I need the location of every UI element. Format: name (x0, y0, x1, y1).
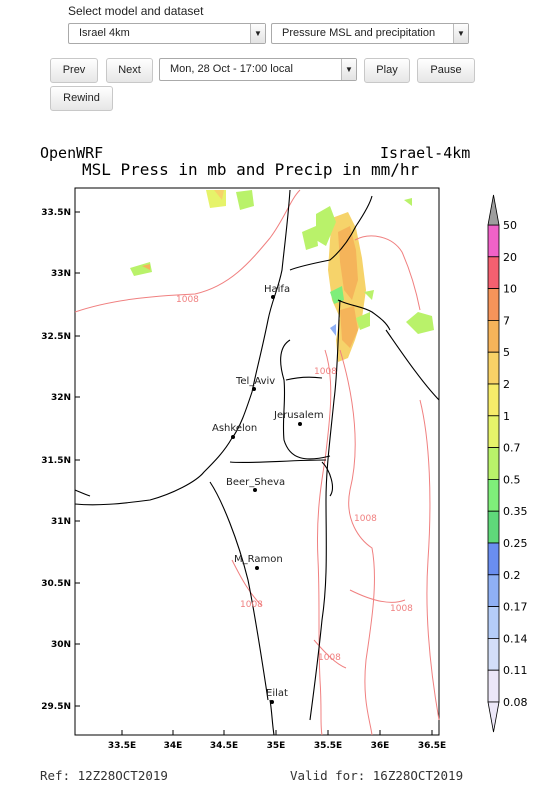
city-label-eilat: Eilat (266, 688, 288, 699)
plot-left-title: OpenWRF (40, 144, 104, 162)
play-button[interactable]: Play (364, 58, 410, 83)
precipitation-areas (130, 190, 434, 362)
colorbar-segment (487, 478, 500, 512)
colorbar-segment (487, 574, 500, 607)
lat-tick-label: 30N (51, 640, 71, 650)
time-select-value: Mon, 28 Oct - 17:00 local (170, 63, 293, 75)
lon-tick-label: 36.5E (418, 741, 446, 751)
lon-tick-label: 33.5E (108, 741, 136, 751)
city-label-jerusalem: Jerusalem (273, 410, 324, 421)
colorbar-bottom-triangle (487, 701, 500, 733)
lat-tick-label: 33N (51, 269, 71, 279)
colorbar-label: 20 (503, 251, 517, 264)
colorbar-segment (487, 447, 500, 480)
time-select[interactable]: Mon, 28 Oct - 17:00 local ▼ (159, 58, 357, 81)
lon-tick-label: 34E (164, 741, 183, 751)
chevron-down-icon: ▼ (250, 24, 265, 43)
prev-button[interactable]: Prev (50, 58, 98, 83)
colorbar-label: 0.25 (503, 537, 528, 550)
dataset-select-value: Pressure MSL and precipitation (282, 27, 436, 39)
colorbar-label: 5 (503, 346, 510, 359)
colorbar-label: 0.17 (503, 601, 528, 614)
isobar-label: 1008 (390, 604, 413, 614)
lat-tick-label: 31.5N (41, 456, 71, 466)
city-label-haifa: Haifa (264, 284, 290, 295)
lat-tick-label: 32.5N (41, 332, 71, 342)
ref-time-text: Ref: 12Z28OCT2019 (40, 768, 168, 783)
colorbar-segment (487, 224, 500, 258)
colorbar-label: 0.5 (503, 473, 521, 486)
model-select[interactable]: Israel 4km ▼ (68, 23, 266, 44)
lat-tick-label: 33.5N (41, 208, 71, 218)
lon-tick-label: 34.5E (210, 741, 238, 751)
colorbar-label: 50 (503, 219, 517, 232)
colorbar-segment (487, 319, 500, 353)
city-label-ashkelon: Ashkelon (212, 423, 257, 434)
isobar-label: 1008 (240, 600, 263, 610)
isobar-label: 1008 (354, 514, 377, 524)
city-label-tel-aviv: Tel_Aviv (235, 376, 275, 387)
select-model-dataset-label: Select model and dataset (68, 4, 204, 18)
valid-time-text: Valid for: 16Z28OCT2019 (290, 768, 464, 783)
colorbar-label: 1 (503, 410, 510, 423)
chevron-down-icon: ▼ (341, 59, 356, 80)
colorbar-segment (487, 638, 500, 671)
colorbar-segment (487, 510, 500, 544)
lat-tick-label: 32N (51, 393, 71, 403)
precip-colorbar: 50 20 10 7 5 2 1 0.7 0.5 0.35 0.25 0.2 0.17 0.14 0.11 0… (487, 194, 528, 733)
isobar-label: 1008 (176, 295, 199, 305)
rewind-button[interactable]: Rewind (50, 86, 113, 111)
colorbar-segment (487, 351, 500, 385)
model-select-value: Israel 4km (79, 27, 130, 39)
lon-tick-label: 35.5E (314, 741, 342, 751)
colorbar-segment (487, 383, 500, 417)
chevron-down-icon: ▼ (453, 24, 468, 43)
colorbar-label: 0.7 (503, 442, 521, 455)
colorbar-label: 0.11 (503, 664, 528, 677)
isobar-label: 1008 (314, 367, 337, 377)
dataset-select[interactable]: Pressure MSL and precipitation ▼ (271, 23, 469, 44)
colorbar-label: 0.14 (503, 632, 528, 645)
colorbar-label: 0.08 (503, 696, 528, 709)
city-label-m-ramon: M_Ramon (234, 554, 283, 565)
colorbar-segment (487, 288, 500, 321)
lon-tick-label: 36E (371, 741, 390, 751)
colorbar-segment (487, 606, 500, 639)
colorbar-segment (487, 256, 500, 289)
isobar-lines (74, 189, 440, 736)
isobar-label: 1008 (318, 653, 341, 663)
borders (74, 189, 440, 736)
lat-tick-label: 30.5N (41, 579, 71, 589)
colorbar-segment (487, 669, 500, 703)
colorbar-label: 0.2 (503, 569, 521, 582)
colorbar-label: 0.35 (503, 505, 528, 518)
lat-tick-label: 29.5N (41, 702, 71, 712)
colorbar-label: 7 (503, 314, 510, 327)
colorbar-segment (487, 542, 500, 576)
colorbar-label: 10 (503, 283, 517, 296)
colorbar-top-triangle (487, 194, 500, 226)
lon-tick-label: 35E (267, 741, 286, 751)
city-markers (231, 295, 302, 704)
colorbar-label: 2 (503, 378, 510, 391)
next-button[interactable]: Next (106, 58, 153, 83)
plot-main-title: MSL Press in mb and Precip in mm/hr (82, 160, 420, 179)
map-frame (74, 187, 440, 736)
plot-right-title: Israel-4km (380, 144, 471, 162)
city-label-beer-sheva: Beer_Sheva (226, 477, 285, 488)
colorbar-segment (487, 415, 500, 448)
lat-tick-label: 31N (51, 517, 71, 527)
pause-button[interactable]: Pause (417, 58, 475, 83)
